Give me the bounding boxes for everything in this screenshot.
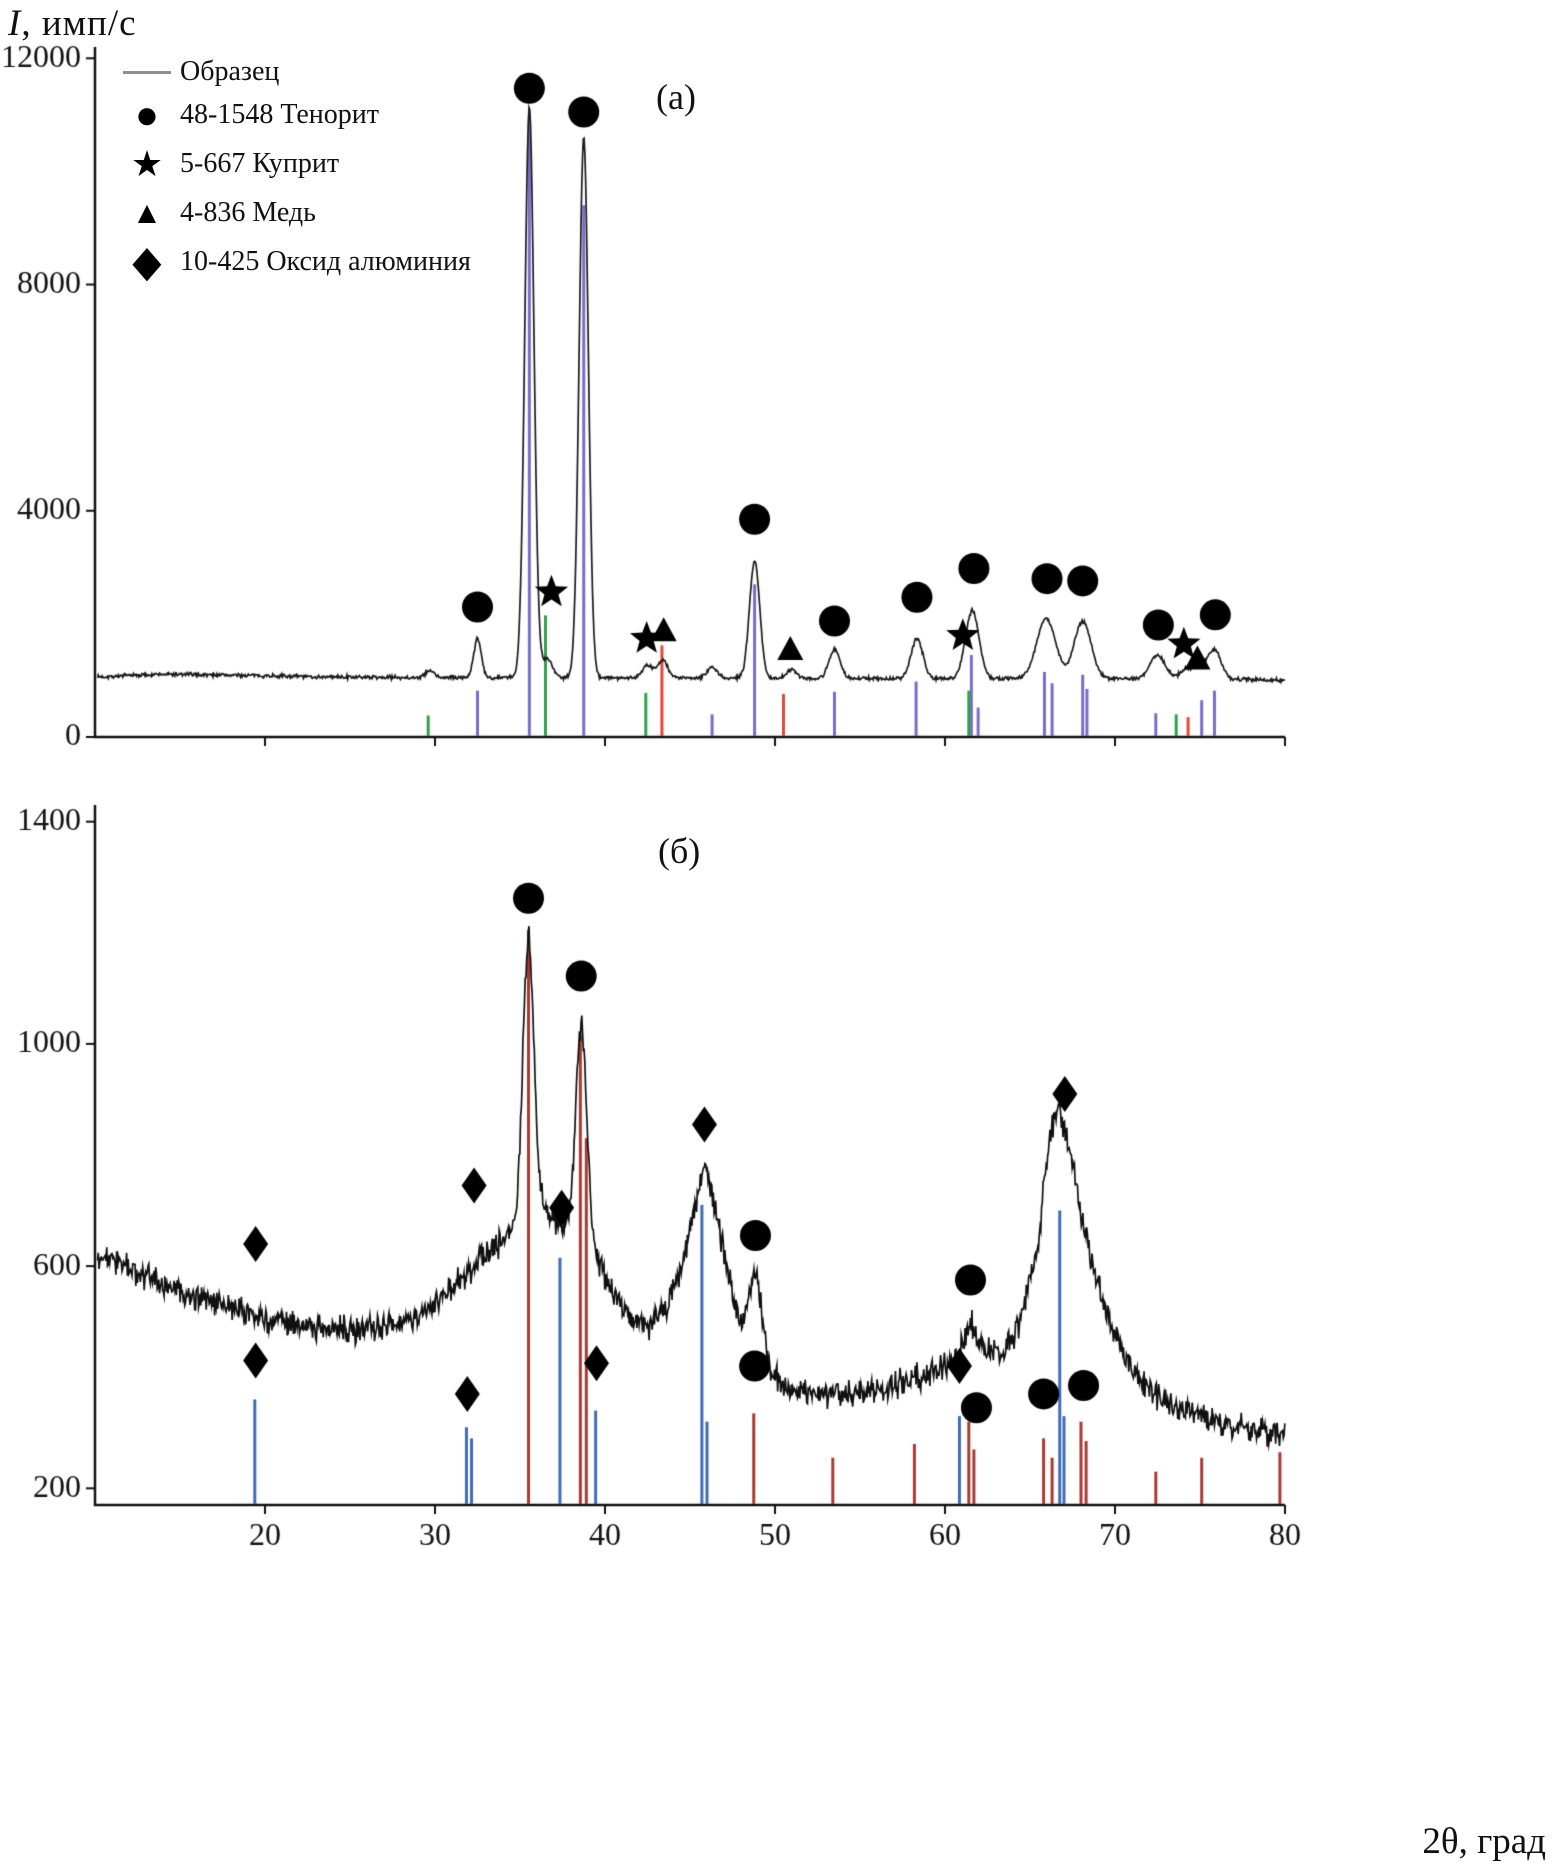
y-axis-units: , имп/с xyxy=(21,3,137,44)
star-marker-icon: ★ xyxy=(130,143,164,184)
legend-item-sample: Образец xyxy=(118,56,471,88)
legend-label-alumina: 10-425 Оксид алюминия xyxy=(180,245,471,277)
legend-item-alumina: ◆ 10-425 Оксид алюминия xyxy=(118,237,471,286)
legend-item-cuprite: ★ 5-667 Куприт xyxy=(118,141,471,186)
legend-label-copper: 4-836 Медь xyxy=(180,196,316,228)
triangle-marker-icon: ▲ xyxy=(131,195,163,230)
legend-item-tenorite: ● 48-1548 Тенорит xyxy=(118,92,471,137)
panel-a-label: (а) xyxy=(656,77,696,117)
legend: Образец ● 48-1548 Тенорит ★ 5-667 Куприт… xyxy=(118,56,471,284)
circle-marker-icon: ● xyxy=(134,91,160,137)
legend-label-cuprite: 5-667 Куприт xyxy=(180,147,340,179)
x-axis-title: 2θ, град xyxy=(1422,1820,1546,1863)
legend-label-sample: Образец xyxy=(180,56,280,87)
diamond-marker-icon: ◆ xyxy=(132,237,162,286)
legend-label-tenorite: 48-1548 Тенорит xyxy=(180,98,379,130)
legend-item-copper: ▲ 4-836 Медь xyxy=(118,190,471,235)
panel-b-label: (б) xyxy=(658,831,701,871)
y-axis-variable: I xyxy=(8,3,22,44)
sample-line-icon xyxy=(118,70,176,74)
x-axis-variable: 2θ xyxy=(1422,1821,1459,1862)
y-axis-title: I, имп/с xyxy=(8,2,137,45)
x-axis-units: , град xyxy=(1458,1821,1546,1862)
